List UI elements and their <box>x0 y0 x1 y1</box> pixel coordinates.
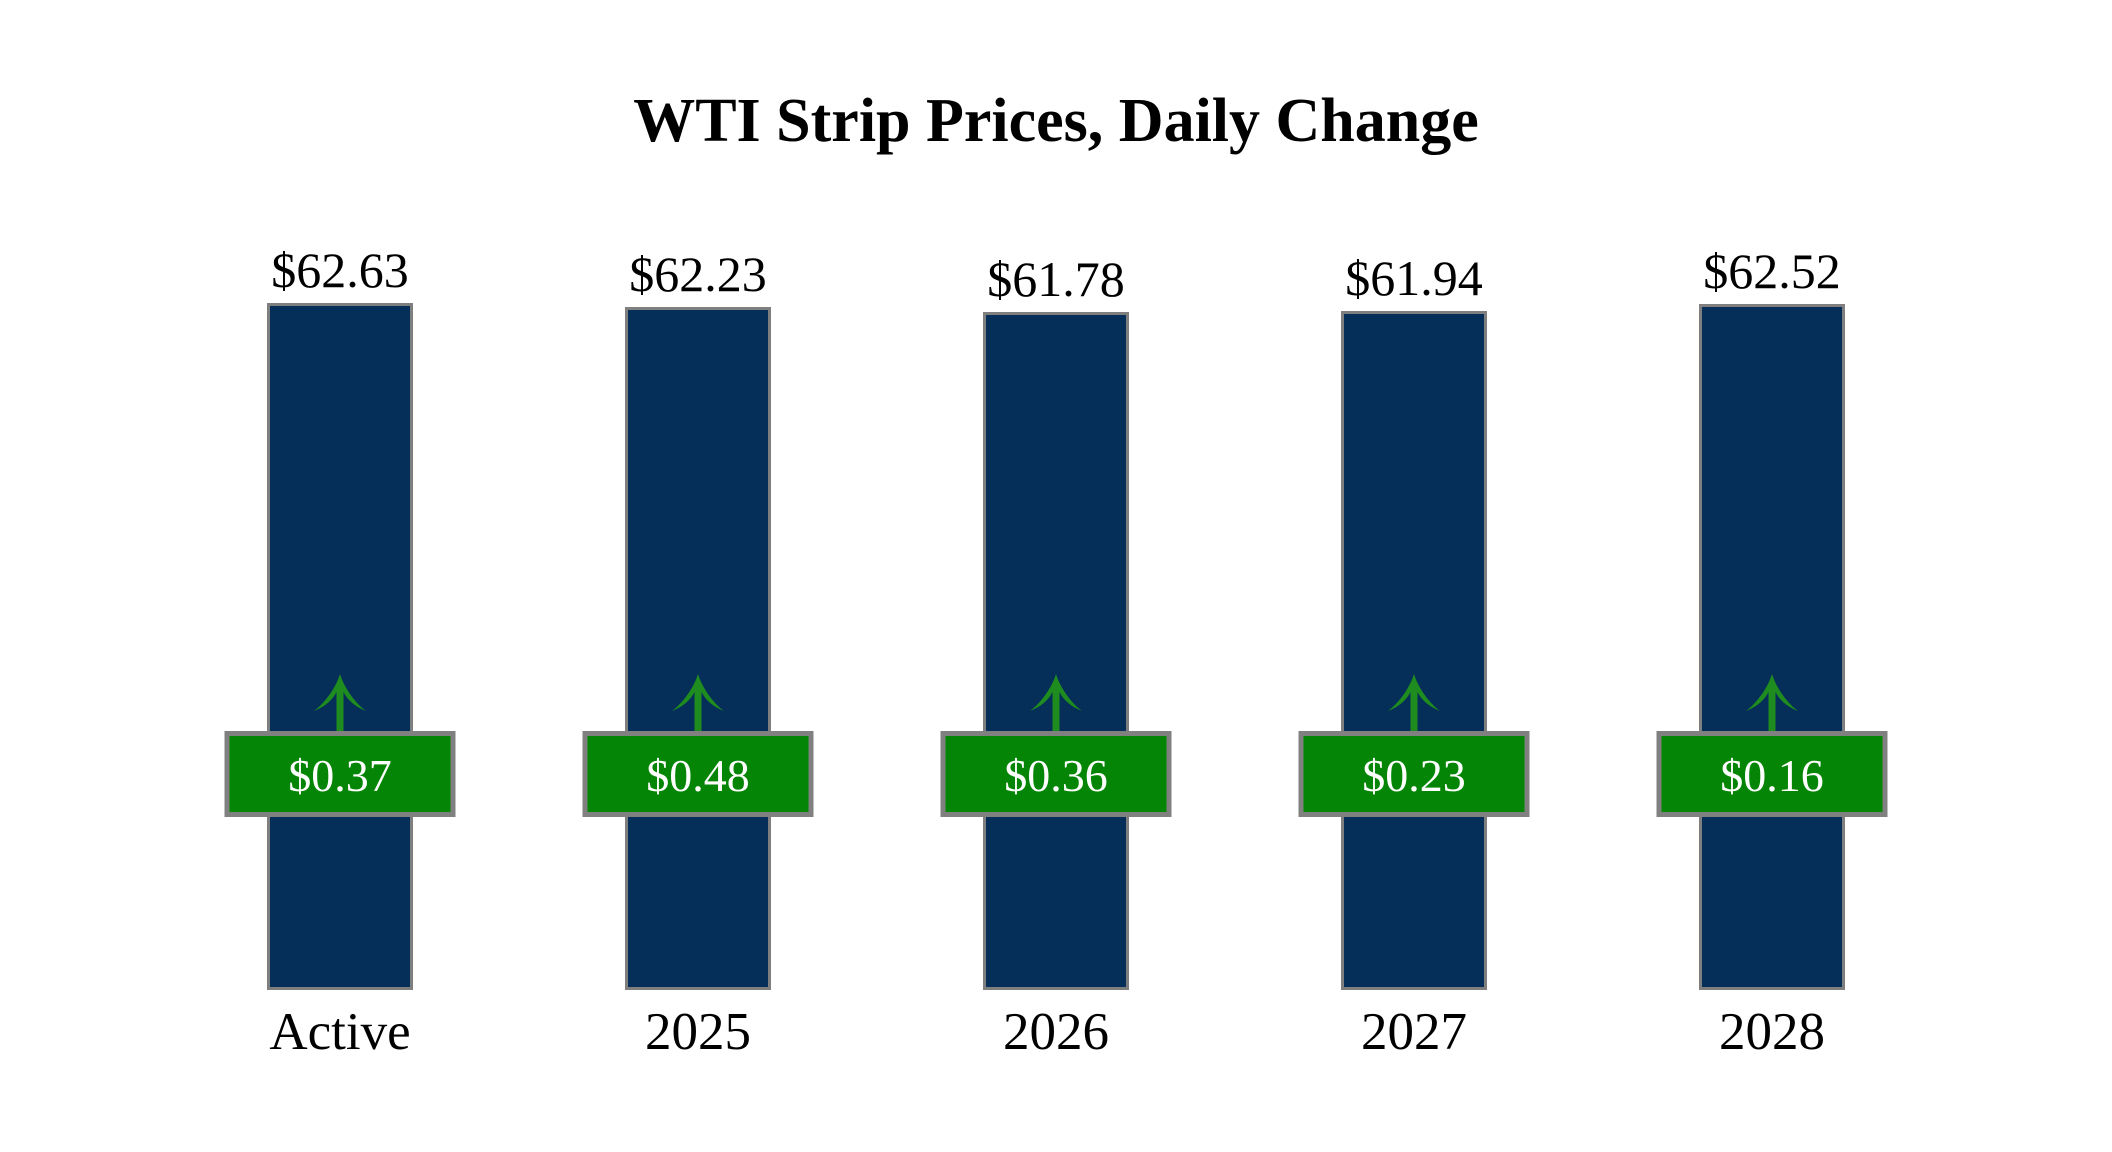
change-badge: $0.48 <box>582 731 814 817</box>
price-label: $62.52 <box>1703 243 1841 299</box>
category-label: 2026 <box>1003 1003 1109 1061</box>
category-label: 2027 <box>1361 1003 1467 1061</box>
price-label: $61.78 <box>987 251 1125 307</box>
price-bar <box>1699 304 1845 990</box>
up-arrow-icon <box>1388 674 1440 731</box>
change-label: $0.36 <box>1004 750 1108 801</box>
up-arrow-icon <box>672 674 724 731</box>
bar-column-2026: $61.78 $0.36 2026 <box>877 0 1235 1152</box>
chart-title: WTI Strip Prices, Daily Change <box>633 87 1479 155</box>
up-arrow-icon <box>1746 674 1798 731</box>
category-label: Active <box>269 1003 411 1061</box>
change-label: $0.37 <box>288 750 392 801</box>
bar-column-2027: $61.94 $0.23 2027 <box>1235 0 1593 1152</box>
category-label: 2028 <box>1719 1003 1825 1061</box>
change-badge: $0.23 <box>1298 731 1530 817</box>
change-badge: $0.16 <box>1656 731 1888 817</box>
change-badge: $0.37 <box>224 731 456 817</box>
price-label: $62.63 <box>271 242 409 298</box>
price-label: $61.94 <box>1345 250 1483 306</box>
price-bar <box>1341 311 1487 990</box>
change-label: $0.23 <box>1362 750 1466 801</box>
change-label: $0.16 <box>1720 750 1824 801</box>
up-arrow-icon <box>314 674 366 731</box>
bar-column-active: $62.63 $0.37 Active <box>161 0 519 1152</box>
price-bar <box>625 307 771 990</box>
category-label: 2025 <box>645 1003 751 1061</box>
price-bar <box>267 303 413 990</box>
bar-column-2028: $62.52 $0.16 2028 <box>1593 0 1951 1152</box>
bar-column-2025: $62.23 $0.48 2025 <box>519 0 877 1152</box>
change-badge: $0.36 <box>940 731 1172 817</box>
price-label: $62.23 <box>629 246 767 302</box>
price-bar <box>983 312 1129 990</box>
up-arrow-icon <box>1030 674 1082 731</box>
change-label: $0.48 <box>646 750 750 801</box>
